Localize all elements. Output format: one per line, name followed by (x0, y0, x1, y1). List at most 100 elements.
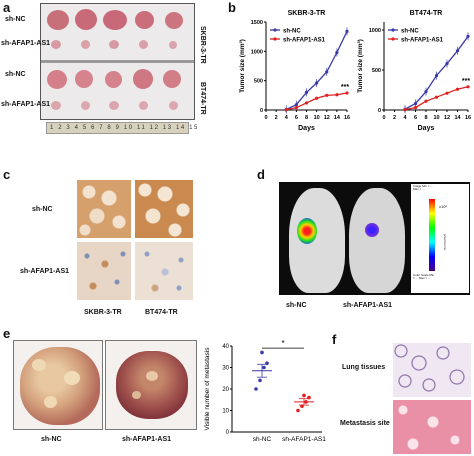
tumor-growth-chart-bt474: BT474-TR 0 500 1000 0 2 4 6 8 10 12 14 16 Days Tumor s… (357, 10, 471, 132)
histology-image (393, 400, 471, 454)
y-axis-label: Tumor size (mm³) (239, 39, 246, 93)
tumor (133, 69, 153, 89)
data-point (304, 101, 309, 105)
significance-label: *** (341, 84, 349, 91)
y-tick-label: 0 (260, 108, 263, 114)
x-tick-label: 14 (334, 115, 341, 121)
tumor (165, 12, 183, 29)
y-tick-label: 500 (372, 68, 381, 74)
x-tick-label: 10 (314, 115, 320, 121)
data-point (260, 350, 264, 355)
legend-label: sh-NC (283, 29, 301, 35)
x-axis-label: Days (298, 125, 315, 132)
data-point (345, 91, 349, 95)
tumor (169, 41, 177, 49)
ihc-image (77, 180, 131, 238)
data-point (434, 95, 439, 99)
tumor (81, 40, 90, 49)
x-tick-label: 14 (454, 115, 461, 121)
col-label: SKBR-3-TR (84, 309, 122, 316)
data-point (302, 393, 306, 398)
data-point (455, 87, 460, 91)
row-label: sh-NC (32, 206, 53, 213)
legend-marker (273, 28, 277, 32)
panel-c-label: c (3, 167, 11, 182)
data-point (254, 387, 258, 391)
tumor (51, 40, 61, 49)
mouse-silhouette (289, 188, 345, 293)
data-point (403, 108, 407, 112)
y-tick-label: 30 (222, 366, 229, 372)
side-label: BT474-TR (199, 82, 206, 115)
x-tick-label: 2 (275, 115, 278, 121)
metastasis-nodule (32, 359, 46, 371)
tumor (105, 71, 122, 88)
y-tick-label: 1000 (369, 28, 381, 34)
photo-divider (41, 60, 194, 63)
tumor (81, 101, 90, 110)
tumor (47, 10, 69, 30)
data-point (445, 91, 449, 95)
x-tick-label: 12 (324, 115, 330, 121)
lung-photo (105, 340, 197, 430)
metastasis-nodule (44, 396, 57, 408)
lung-label: sh-AFAP1-AS1 (122, 436, 172, 443)
legend-marker (273, 37, 277, 41)
color-scale-bar (429, 199, 435, 271)
x-tick-label: 16 (344, 115, 350, 121)
scale-footer: Color Scale Min = ... Max = ... (413, 273, 435, 281)
scale-box: Image Min = ... Max = ... x10⁶ p/sec/cm²… (411, 184, 469, 293)
significance-label: *** (462, 78, 470, 85)
y-axis-label: Tumor size (mm³) (357, 39, 364, 93)
x-tick-label: 4 (403, 115, 407, 121)
data-point (325, 93, 329, 97)
tumor (109, 101, 119, 110)
x-tick-label: 4 (285, 115, 289, 121)
x-tick-label: 6 (414, 115, 417, 121)
x-tick-label: 0 (382, 115, 385, 121)
ihc-image (135, 242, 193, 300)
bioluminescence-signal (297, 218, 317, 244)
tumor (103, 10, 127, 30)
panel-f-label: f (332, 332, 337, 347)
side-label: SKBR-3-TR (199, 26, 206, 64)
tumor (109, 40, 119, 49)
histology-label: Lung tissues (342, 364, 386, 371)
group-label: sh-NC (5, 16, 26, 23)
group-label: sh-NC (5, 71, 26, 78)
tumor (75, 9, 97, 30)
tumor (47, 70, 67, 89)
lung-label: sh-NC (41, 436, 62, 443)
chart-title: BT474-TR (410, 10, 443, 17)
y-tick-label: 40 (222, 344, 229, 350)
group-label: sh-AFAP1-AS1 (1, 101, 51, 108)
y-axis-label: Visible number of metastasis (204, 347, 211, 431)
lung-photo (13, 340, 103, 430)
scale-unit: p/sec/cm²/sr (443, 234, 447, 251)
metastasis-nodule (146, 371, 158, 381)
tumor (169, 101, 178, 110)
x-tick-label: 16 (465, 115, 471, 121)
panel-d-label: d (257, 167, 265, 182)
tumor (139, 40, 148, 49)
lung-tissue (116, 351, 188, 419)
ruler-numbers: 1 2 3 4 5 6 7 8 9 10 11 12 13 14 15 (50, 125, 199, 131)
x-tick-label: 0 (264, 115, 267, 121)
y-tick-label: 1000 (251, 49, 263, 55)
bioluminescence-signal (365, 223, 379, 237)
legend-marker (391, 28, 395, 32)
data-point (413, 106, 418, 110)
y-tick-label: 10 (222, 409, 229, 415)
x-tick-label: 2 (393, 115, 396, 121)
data-point (424, 99, 428, 103)
data-point (296, 408, 300, 413)
tumor (75, 70, 93, 88)
tumor (51, 101, 61, 110)
tumor (163, 70, 181, 88)
significance-label: * (281, 339, 284, 348)
row-label: sh-AFAP1-AS1 (20, 268, 70, 275)
x-tick-label: 8 (305, 115, 308, 121)
data-point (258, 378, 262, 383)
tumor (139, 101, 148, 110)
chart-title: SKBR-3-TR (288, 10, 326, 17)
